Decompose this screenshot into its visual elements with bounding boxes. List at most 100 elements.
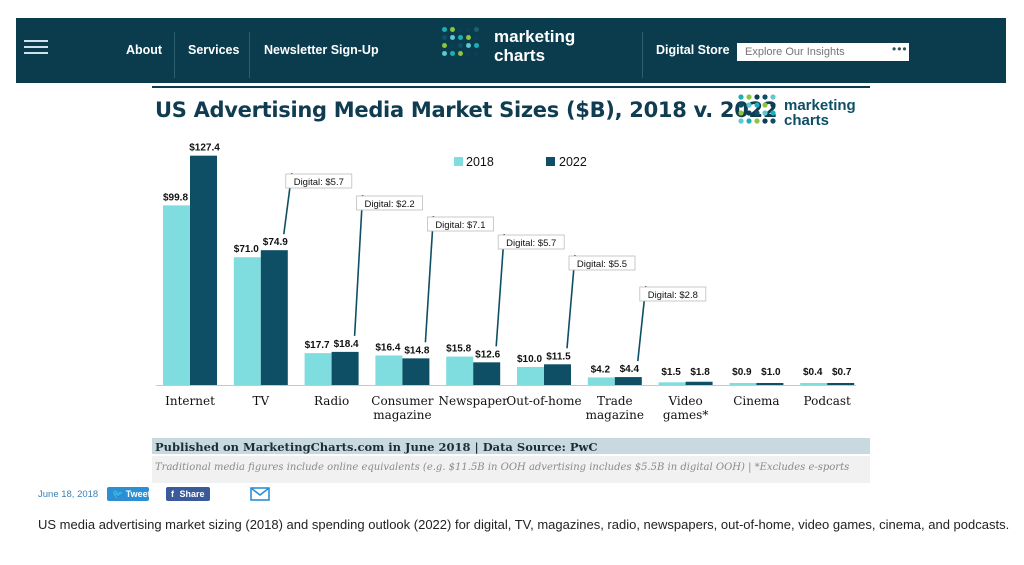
data-label-2022: $4.4 — [620, 364, 640, 375]
note-bar: Traditional media figures include online… — [152, 456, 870, 483]
logo-dot — [746, 110, 752, 116]
category-label: Trade — [597, 394, 633, 408]
data-label-2022: $18.4 — [334, 339, 359, 350]
twitter-icon: 🐦 — [112, 489, 124, 499]
data-label-2018: $71.0 — [234, 244, 259, 255]
logo-dot — [762, 102, 768, 108]
logo-dot — [746, 118, 752, 124]
digital-callout-label: Digital: $7.1 — [435, 220, 485, 231]
logo-text-bottom: charts — [494, 46, 546, 65]
bar-2022 — [756, 383, 784, 385]
digital-callout-label: Digital: $5.7 — [294, 177, 344, 188]
logo-dot — [738, 94, 744, 100]
category-label: Video — [667, 394, 702, 408]
tweet-button[interactable]: 🐦 Tweet — [107, 487, 151, 501]
bar-2018 — [587, 377, 615, 385]
data-label-2018: $99.8 — [163, 192, 188, 203]
chart-card: US Advertising Media Market Sizes ($B), … — [152, 86, 870, 483]
bar-2022 — [331, 351, 359, 385]
category-label: games* — [663, 408, 708, 422]
bar-2018 — [163, 205, 190, 385]
logo-dot — [770, 94, 776, 100]
category-label: magazine — [373, 408, 431, 422]
legend-swatch-2018 — [454, 157, 463, 166]
digital-callout-line — [424, 215, 435, 343]
legend-label-2022: 2022 — [559, 155, 587, 169]
nav-link-digital-store[interactable]: Digital Store — [656, 43, 730, 57]
source-bar: Published on MarketingCharts.com in June… — [152, 438, 870, 454]
nav-link-about[interactable]: About — [126, 43, 163, 57]
logo-dot — [754, 110, 760, 116]
data-label-2018: $15.8 — [446, 344, 471, 355]
category-label: Radio — [314, 394, 349, 408]
digital-callout-box — [639, 286, 707, 302]
logo-dot — [770, 118, 776, 124]
logo-dot — [762, 118, 768, 124]
hamburger-menu-icon[interactable] — [24, 40, 48, 56]
digital-callout-line — [353, 194, 364, 336]
logo-dot — [738, 118, 744, 124]
chart-logo-text: marketing — [784, 97, 856, 114]
logo-dot — [746, 102, 752, 108]
bar-2018 — [375, 355, 403, 385]
nav-link-newsletter[interactable]: Newsletter Sign-Up — [264, 43, 379, 57]
nav-divider — [642, 32, 643, 78]
search-input[interactable] — [737, 43, 909, 61]
chart-title: US Advertising Media Market Sizes ($B), … — [155, 98, 778, 122]
data-label-2018: $17.7 — [305, 340, 330, 351]
top-navbar: About Services Newsletter Sign-Up market… — [16, 18, 1006, 83]
digital-callout-box — [426, 216, 494, 232]
bar-2022 — [685, 381, 713, 385]
category-label: Newspaper — [439, 394, 509, 408]
digital-callout-box — [497, 234, 565, 250]
share-label: Share — [179, 489, 205, 499]
data-label-2022: $1.8 — [690, 367, 710, 378]
bar-2018 — [304, 353, 332, 385]
category-label: Consumer — [371, 394, 434, 408]
email-icon[interactable] — [250, 487, 270, 501]
digital-callout-box — [285, 173, 353, 189]
digital-callout-line — [566, 254, 576, 349]
bar-2018 — [446, 356, 474, 385]
logo-text-top: marketing — [494, 27, 576, 46]
nav-link-services[interactable]: Services — [188, 43, 240, 57]
facebook-share-button[interactable]: f Share — [166, 487, 210, 501]
logo-dot — [770, 110, 776, 116]
data-label-2022: $11.5 — [546, 351, 571, 362]
digital-callout-label: Digital: $2.8 — [648, 290, 698, 301]
data-label-2022: $0.7 — [832, 367, 852, 378]
data-label-2018: $0.4 — [803, 367, 823, 378]
bar-2022 — [827, 383, 855, 385]
data-label-2018: $1.5 — [661, 367, 681, 378]
source-text: Published on MarketingCharts.com in June… — [155, 440, 598, 454]
bar-2018 — [658, 382, 686, 385]
logo-dots-icon — [442, 27, 479, 56]
category-label: Cinema — [733, 394, 779, 408]
bar-2022 — [402, 358, 430, 385]
article-caption: US media advertising market sizing (2018… — [38, 517, 1010, 532]
data-label-2018: $4.2 — [591, 364, 611, 375]
card-top-rule — [152, 86, 870, 88]
data-label-2018: $0.9 — [732, 367, 752, 378]
data-label-2022: $127.4 — [189, 143, 220, 154]
bar-2018 — [233, 257, 261, 385]
nav-divider — [249, 32, 250, 78]
nav-divider — [174, 32, 175, 78]
digital-callout-label: Digital: $5.7 — [506, 238, 556, 249]
bar-2022 — [614, 377, 642, 385]
facebook-icon: f — [171, 489, 174, 499]
logo-dot — [770, 102, 776, 108]
logo-dot — [762, 110, 768, 116]
data-label-2022: $14.8 — [404, 345, 429, 356]
logo-dot — [738, 102, 744, 108]
digital-callout-line — [495, 233, 505, 347]
logo-dot — [746, 94, 752, 100]
category-label: magazine — [586, 408, 644, 422]
bar-2022 — [544, 364, 571, 385]
category-label: Podcast — [804, 394, 852, 408]
search-options-icon[interactable]: ••• — [892, 42, 908, 56]
category-label: Out-of-home — [506, 394, 581, 408]
bar-2018 — [800, 383, 828, 385]
